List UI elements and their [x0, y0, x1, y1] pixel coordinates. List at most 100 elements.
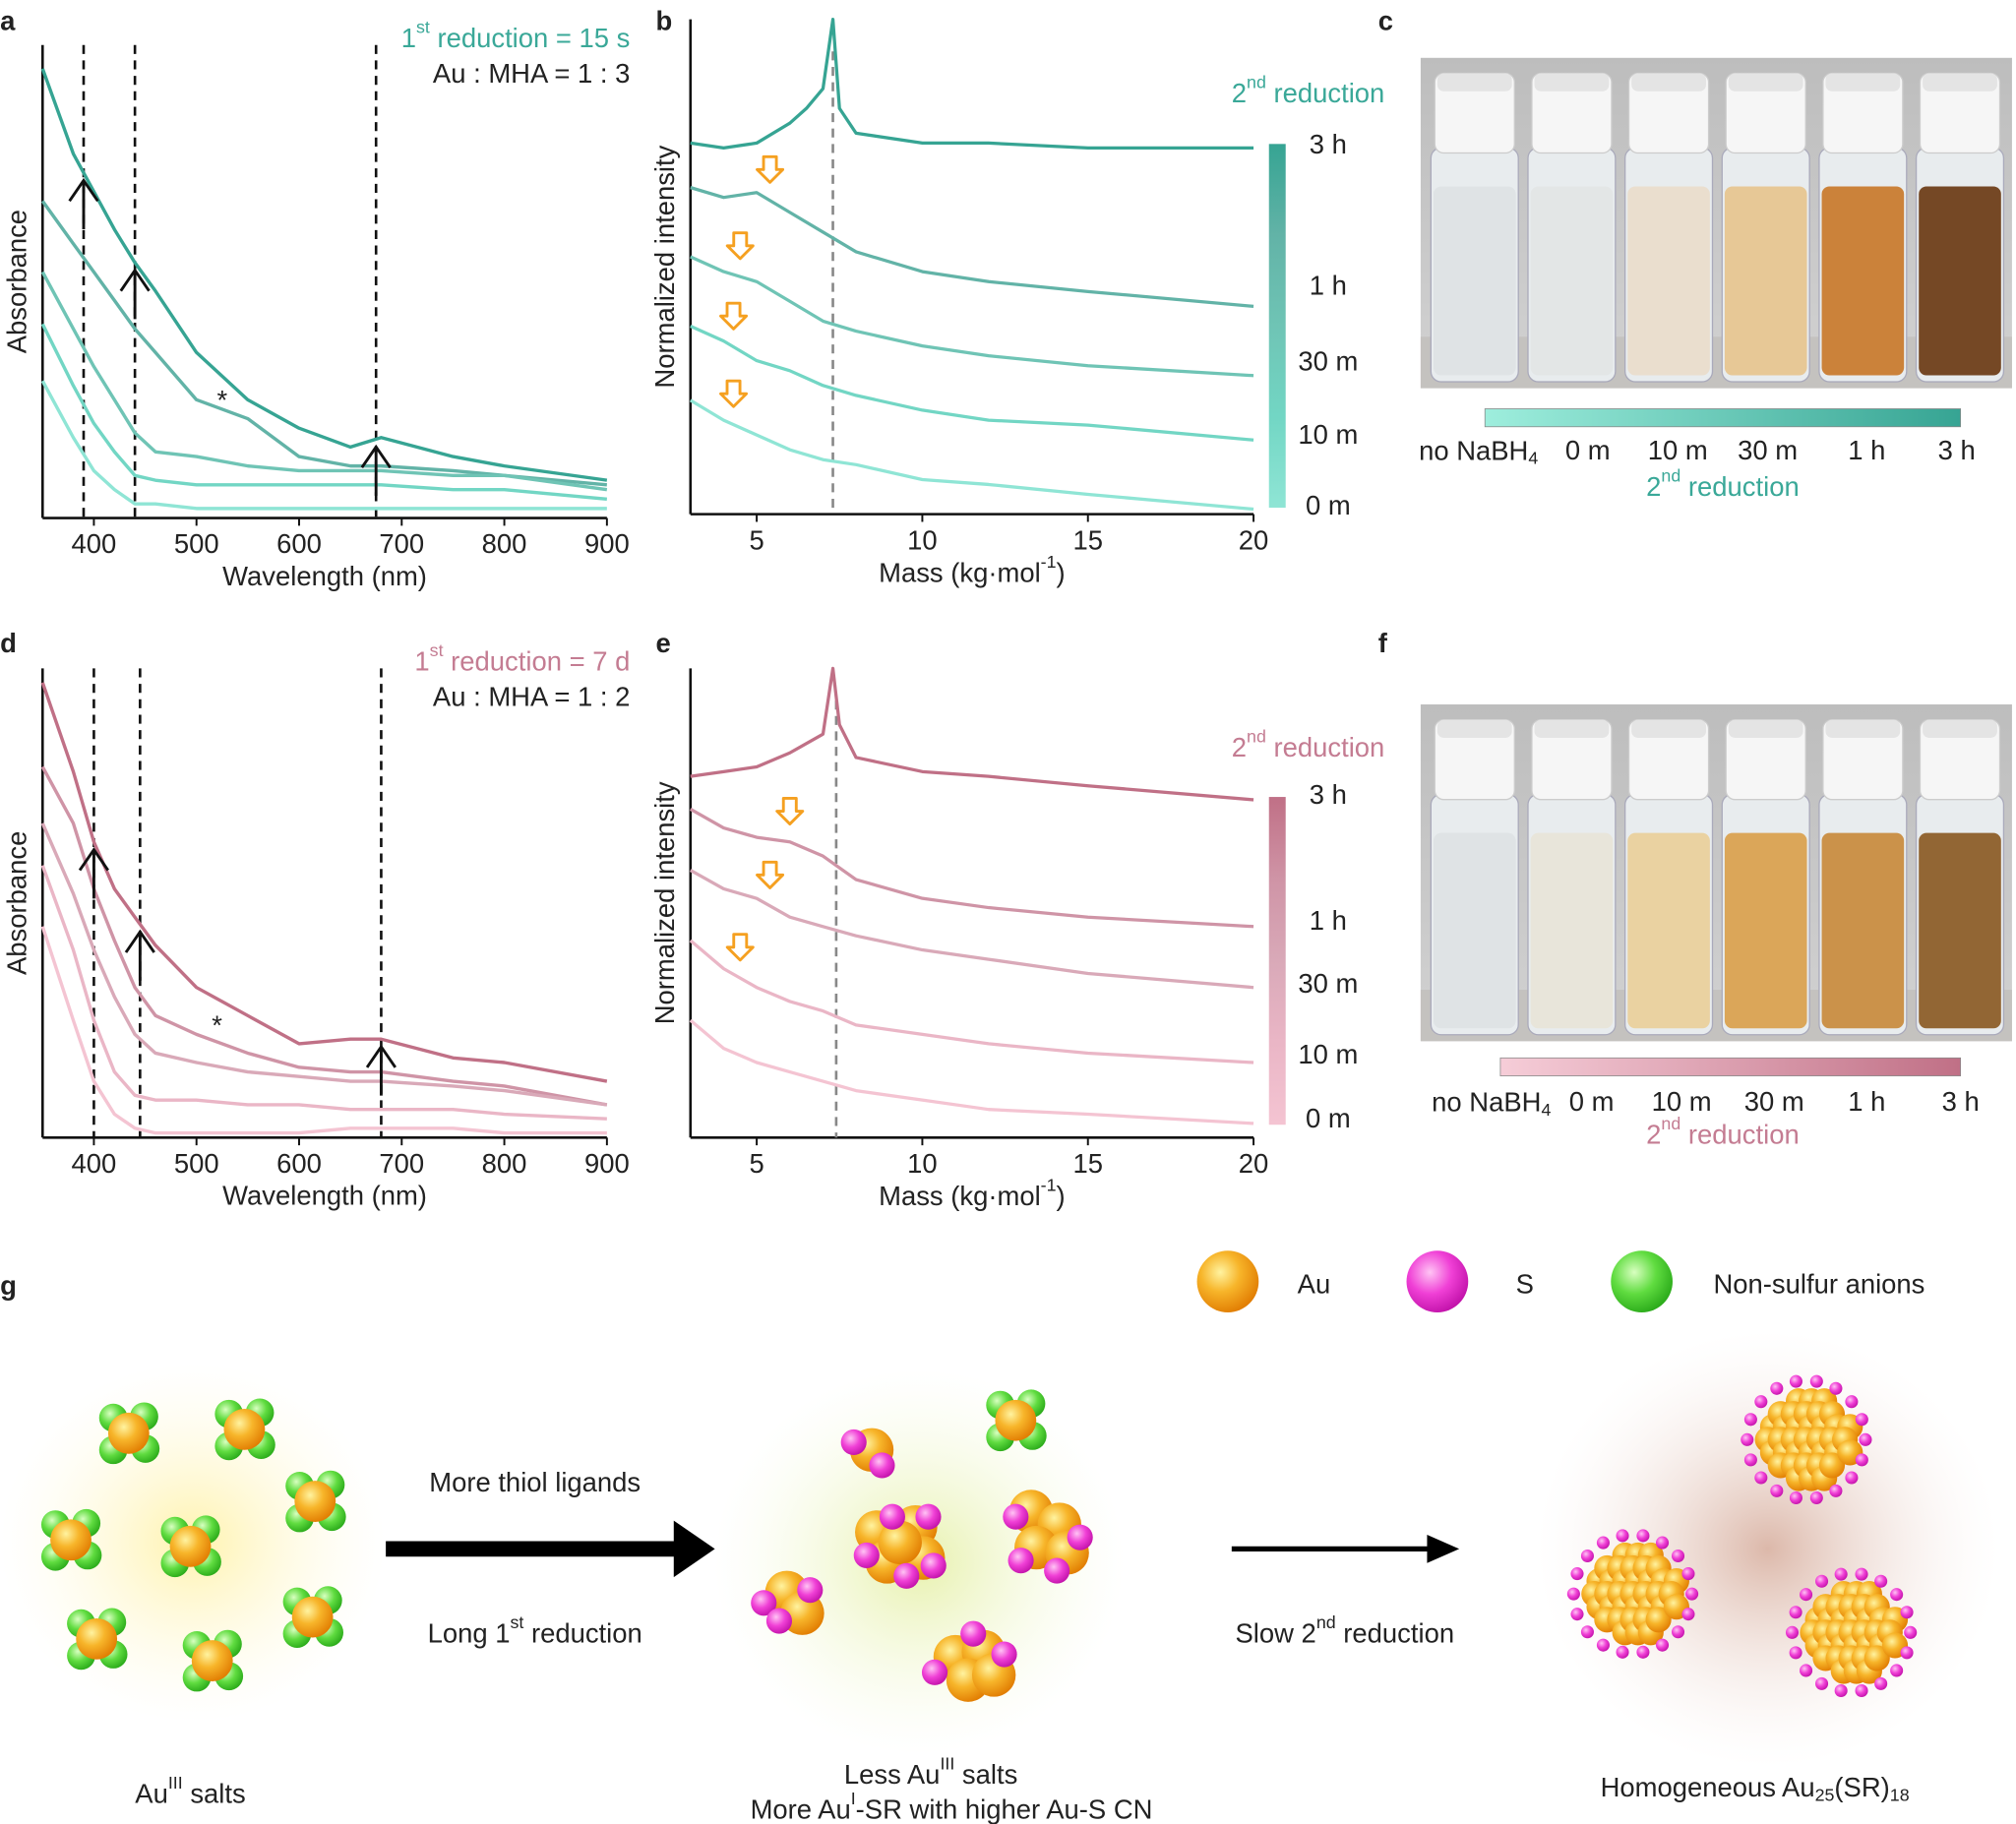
- text-part: reduction = 15 s: [430, 22, 631, 52]
- vial-liquid: [1724, 832, 1807, 1029]
- absorbance-curve: [40, 200, 608, 487]
- au-sphere: [878, 1520, 922, 1565]
- s-sphere: [1785, 1625, 1800, 1639]
- absorbance-curve: [40, 323, 608, 502]
- s-sphere: [1406, 1250, 1469, 1312]
- s-sphere: [1003, 1503, 1029, 1530]
- spectrum: [690, 17, 1254, 151]
- table-surface: [1420, 990, 2012, 1042]
- au-sphere: [50, 1519, 92, 1561]
- s-sphere: [1789, 1374, 1802, 1388]
- orange-arrow: [775, 796, 805, 826]
- y-axis-label: Absorbance: [2, 210, 32, 353]
- legend-label: Non-sulfur anions: [1713, 1269, 1924, 1300]
- text-part: ): [1057, 1181, 1066, 1211]
- x-tick-label: 15: [1072, 1148, 1103, 1179]
- au-sphere: [169, 1525, 212, 1567]
- stage-label: More AuI-SR with higher Au-S CN: [751, 1789, 1153, 1824]
- x-axis-label: Wavelength (nm): [222, 561, 427, 591]
- legend-label: S: [1516, 1269, 1534, 1300]
- vial-liquid: [1433, 832, 1516, 1029]
- sub: 4: [1528, 449, 1538, 468]
- vial-cap-top: [1923, 719, 1997, 738]
- orange-arrow: [725, 933, 755, 962]
- stage-label: AuIII salts: [135, 1773, 245, 1808]
- orange-arrow: [756, 154, 785, 184]
- absorbance-curve: [40, 822, 608, 1107]
- text-part: 2: [1232, 732, 1247, 762]
- photo: [1420, 703, 2012, 1042]
- s-sphere: [1754, 1471, 1768, 1485]
- annotation: 2nd reduction: [1232, 73, 1385, 108]
- vial-liquid: [1821, 832, 1905, 1029]
- s-sphere: [1044, 1557, 1070, 1584]
- vial-liquid: [1627, 186, 1710, 376]
- x-tick-label: 500: [174, 528, 219, 559]
- text-part: (SR): [1834, 1772, 1889, 1802]
- s-sphere: [991, 1641, 1017, 1668]
- sub: 25: [1815, 1785, 1835, 1804]
- au-sphere: [76, 1617, 118, 1660]
- colorbar-label: 3 h: [1310, 779, 1347, 810]
- x-tick-label: 400: [72, 1148, 117, 1179]
- s-sphere: [1671, 1625, 1685, 1639]
- text-part: 2: [1646, 1119, 1661, 1149]
- x-tick-label: 900: [584, 1148, 630, 1179]
- vial-label: 30 m: [1738, 435, 1798, 465]
- s-sphere: [1815, 1676, 1829, 1690]
- au-sphere: [294, 1481, 336, 1522]
- s-sphere: [1890, 1664, 1904, 1677]
- s-sphere: [1855, 1413, 1868, 1427]
- absorbance-curve: [40, 926, 607, 1135]
- spectrum: [689, 869, 1254, 990]
- vial-label: 1 h: [1848, 435, 1885, 465]
- absorbance-curve: [40, 765, 608, 1107]
- s-sphere: [915, 1503, 942, 1530]
- s-sphere: [1815, 1574, 1829, 1588]
- s-sphere: [1855, 1683, 1868, 1698]
- x-tick-label: 5: [749, 1148, 764, 1179]
- sup: nd: [1247, 727, 1266, 747]
- text-part: salts: [183, 1778, 246, 1808]
- sup: I: [851, 1789, 856, 1808]
- sup: -1: [1041, 1176, 1057, 1195]
- stage-label: Less AuIII salts: [844, 1754, 1017, 1790]
- text-part: Mass (kg·mol: [879, 1181, 1041, 1211]
- vial-label: 30 m: [1744, 1086, 1804, 1117]
- text-part: Long 1: [428, 1617, 511, 1648]
- text-part: More Au: [751, 1794, 851, 1824]
- caption: 2nd reduction: [1646, 1114, 1800, 1149]
- vial-cap-top: [1534, 719, 1610, 738]
- s-sphere: [1741, 1432, 1754, 1446]
- s-sphere: [853, 1542, 880, 1568]
- s-sphere: [921, 1659, 948, 1685]
- thick-arrow-head: [673, 1520, 715, 1578]
- s-sphere: [1855, 1453, 1868, 1467]
- s-sphere: [1789, 1606, 1802, 1619]
- star: *: [216, 385, 227, 415]
- s-sphere: [1900, 1646, 1914, 1660]
- au-sphere: [1818, 1452, 1846, 1479]
- text-part: reduction: [1680, 1119, 1799, 1149]
- vial-cap-top: [1728, 719, 1803, 738]
- text-part: reduction: [523, 1617, 641, 1648]
- panel-label: b: [656, 5, 673, 35]
- text-part: reduction: [1680, 470, 1799, 501]
- anion-sphere: [1611, 1250, 1673, 1312]
- panel-label: d: [0, 628, 17, 658]
- colorbar-label: 10 m: [1298, 419, 1358, 450]
- s-sphere: [797, 1577, 824, 1604]
- s-sphere: [1671, 1549, 1685, 1563]
- x-tick-label: 900: [584, 528, 630, 559]
- x-tick-label: 20: [1239, 524, 1269, 555]
- au-sphere: [1196, 1250, 1259, 1312]
- x-tick-label: 10: [907, 524, 938, 555]
- sup: nd: [1247, 73, 1266, 92]
- arrow: [360, 444, 392, 496]
- arrow: [119, 268, 151, 320]
- au-sphere: [223, 1408, 266, 1450]
- orange-arrow: [719, 301, 749, 331]
- vial-label: 1 h: [1848, 1086, 1885, 1117]
